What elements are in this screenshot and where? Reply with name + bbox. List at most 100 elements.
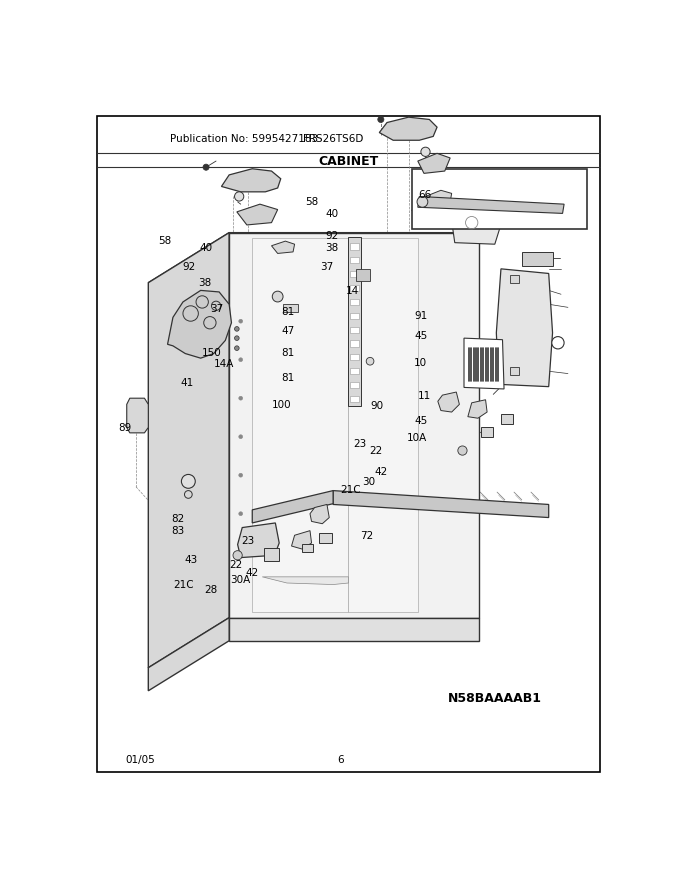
Text: 10: 10 [414, 358, 427, 368]
Circle shape [235, 326, 239, 331]
Polygon shape [252, 238, 348, 612]
Text: 100: 100 [272, 400, 292, 410]
Text: 45: 45 [414, 415, 428, 426]
Circle shape [239, 550, 243, 554]
Circle shape [235, 346, 239, 350]
Text: 22: 22 [229, 560, 243, 570]
Polygon shape [468, 400, 487, 418]
Text: 92: 92 [325, 231, 339, 241]
Bar [303, 544, 313, 553]
Text: 58: 58 [158, 236, 172, 246]
Bar [350, 312, 358, 319]
Bar [510, 367, 520, 375]
Text: 22: 22 [370, 446, 383, 456]
Text: 6: 6 [337, 755, 344, 765]
Text: 83: 83 [172, 526, 185, 536]
Polygon shape [310, 504, 329, 524]
Bar [350, 396, 358, 402]
Polygon shape [426, 190, 452, 204]
Circle shape [235, 192, 243, 201]
Polygon shape [148, 618, 229, 691]
Text: 89: 89 [118, 423, 131, 433]
Circle shape [458, 446, 467, 455]
Circle shape [235, 336, 239, 341]
Circle shape [239, 319, 243, 323]
Text: 81: 81 [282, 373, 295, 383]
Bar [350, 299, 358, 305]
Circle shape [551, 337, 564, 348]
Text: 23: 23 [241, 536, 254, 546]
Text: N58BAAAAB1: N58BAAAAB1 [448, 692, 542, 705]
Polygon shape [348, 237, 361, 406]
Text: 11: 11 [418, 391, 431, 400]
Text: 150: 150 [201, 348, 221, 358]
Polygon shape [237, 523, 279, 558]
Text: 42: 42 [245, 568, 258, 578]
Text: 66: 66 [418, 190, 431, 200]
Text: 43: 43 [185, 554, 198, 565]
Circle shape [239, 512, 243, 516]
Bar [510, 275, 520, 282]
Polygon shape [262, 577, 348, 584]
Polygon shape [522, 252, 553, 266]
Polygon shape [496, 269, 553, 386]
Circle shape [272, 291, 283, 302]
Text: 72: 72 [360, 531, 373, 541]
Text: 41: 41 [181, 378, 194, 388]
Text: FRS26TS6D: FRS26TS6D [303, 135, 363, 144]
Text: 30: 30 [362, 477, 375, 487]
Polygon shape [229, 232, 479, 618]
Text: 37: 37 [210, 304, 223, 314]
Text: 40: 40 [325, 209, 339, 219]
Text: 23: 23 [354, 439, 367, 450]
Circle shape [239, 396, 243, 400]
Text: 38: 38 [325, 243, 339, 253]
Text: 82: 82 [172, 514, 185, 524]
Polygon shape [252, 491, 333, 523]
Polygon shape [237, 204, 277, 225]
Polygon shape [438, 392, 460, 412]
Text: 90: 90 [371, 401, 384, 412]
Circle shape [239, 473, 243, 477]
Bar [350, 244, 358, 250]
Polygon shape [148, 232, 479, 282]
Text: 10A: 10A [407, 433, 426, 443]
Text: 45: 45 [414, 331, 428, 341]
Text: 81: 81 [282, 348, 295, 358]
Circle shape [203, 164, 209, 171]
Circle shape [378, 116, 384, 122]
Bar [350, 271, 358, 277]
Text: 92: 92 [182, 262, 195, 272]
Bar [319, 533, 332, 543]
Text: 81: 81 [282, 307, 295, 318]
Text: 28: 28 [205, 585, 218, 595]
Circle shape [239, 435, 243, 438]
Bar [350, 355, 358, 361]
Polygon shape [148, 232, 229, 668]
Text: 21C: 21C [173, 580, 194, 590]
Text: 14A: 14A [214, 359, 234, 370]
Polygon shape [126, 398, 148, 433]
Circle shape [421, 147, 430, 157]
Polygon shape [418, 153, 450, 173]
Polygon shape [222, 169, 281, 192]
Polygon shape [379, 117, 437, 140]
Bar [411, 169, 588, 229]
Text: 01/05: 01/05 [125, 755, 155, 765]
Text: 37: 37 [320, 262, 333, 272]
Polygon shape [167, 290, 231, 358]
Circle shape [417, 196, 428, 207]
Polygon shape [464, 338, 504, 389]
Circle shape [367, 357, 374, 365]
Polygon shape [452, 196, 503, 244]
Circle shape [184, 490, 192, 498]
Circle shape [239, 358, 243, 362]
Text: 58: 58 [305, 197, 318, 208]
Circle shape [233, 551, 242, 560]
Polygon shape [292, 531, 311, 549]
Text: 30A: 30A [230, 575, 250, 585]
Bar [350, 285, 358, 291]
Polygon shape [348, 238, 418, 612]
Polygon shape [418, 196, 564, 214]
Text: Publication No: 5995427183: Publication No: 5995427183 [170, 135, 318, 144]
